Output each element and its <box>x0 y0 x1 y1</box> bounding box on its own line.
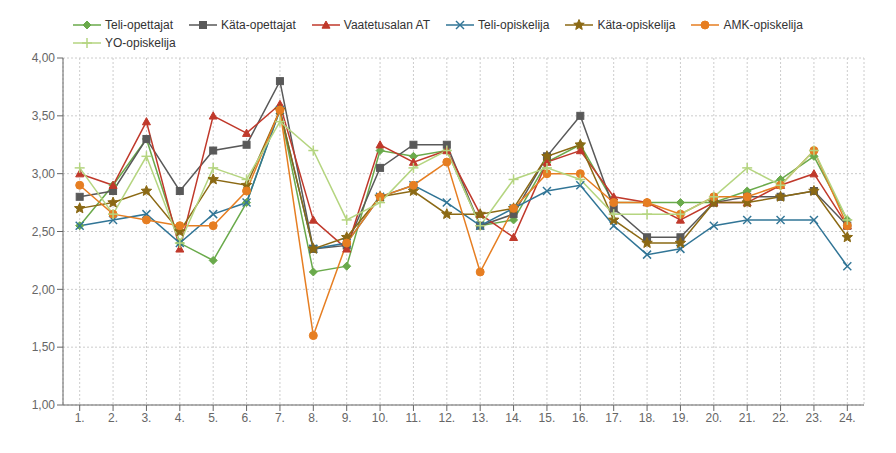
svg-text:15.: 15. <box>539 411 556 425</box>
html-text:Teli-opiskelija: Teli-opiskelija <box>478 18 550 32</box>
html-text:AMK-opiskelija: AMK-opiskelija <box>723 18 803 32</box>
svg-text:16.: 16. <box>572 411 589 425</box>
svg-text:19.: 19. <box>672 411 689 425</box>
svg-text:1,00: 1,00 <box>32 398 56 412</box>
html-text:YO-opiskelija: YO-opiskelija <box>105 36 176 50</box>
svg-text:11.: 11. <box>406 411 422 425</box>
svg-text:13.: 13. <box>472 411 489 425</box>
html-text:Käta-opettajat: Käta-opettajat <box>221 18 296 32</box>
svg-text:3,00: 3,00 <box>32 167 56 181</box>
svg-text:23.: 23. <box>806 411 823 425</box>
svg-text:3.: 3. <box>141 411 151 425</box>
svg-text:20.: 20. <box>705 411 722 425</box>
svg-text:6.: 6. <box>242 411 252 425</box>
svg-text:4.: 4. <box>175 411 185 425</box>
svg-text:10.: 10. <box>372 411 389 425</box>
svg-text:1,50: 1,50 <box>32 340 56 354</box>
svg-text:1.: 1. <box>75 411 85 425</box>
svg-text:12.: 12. <box>438 411 455 425</box>
svg-text:14.: 14. <box>505 411 522 425</box>
svg-text:9.: 9. <box>342 411 352 425</box>
svg-text:18.: 18. <box>639 411 656 425</box>
svg-text:2,00: 2,00 <box>32 283 56 297</box>
svg-text:2,50: 2,50 <box>32 225 56 239</box>
svg-text:4,00: 4,00 <box>32 51 56 65</box>
svg-text:17.: 17. <box>605 411 622 425</box>
svg-text:21.: 21. <box>739 411 756 425</box>
svg-text:3,50: 3,50 <box>32 109 56 123</box>
svg-text:5.: 5. <box>208 411 218 425</box>
html-text:Teli-opettajat: Teli-opettajat <box>105 18 173 32</box>
html-text:Käta-opiskelija: Käta-opiskelija <box>597 18 676 32</box>
svg-text:24.: 24. <box>839 411 856 425</box>
svg-text:8.: 8. <box>308 411 318 425</box>
svg-text:22.: 22. <box>772 411 789 425</box>
html-text:Vaatetusalan AT: Vaatetusalan AT <box>343 18 430 32</box>
svg-text:7.: 7. <box>275 411 285 425</box>
svg-text:2.: 2. <box>108 411 118 425</box>
